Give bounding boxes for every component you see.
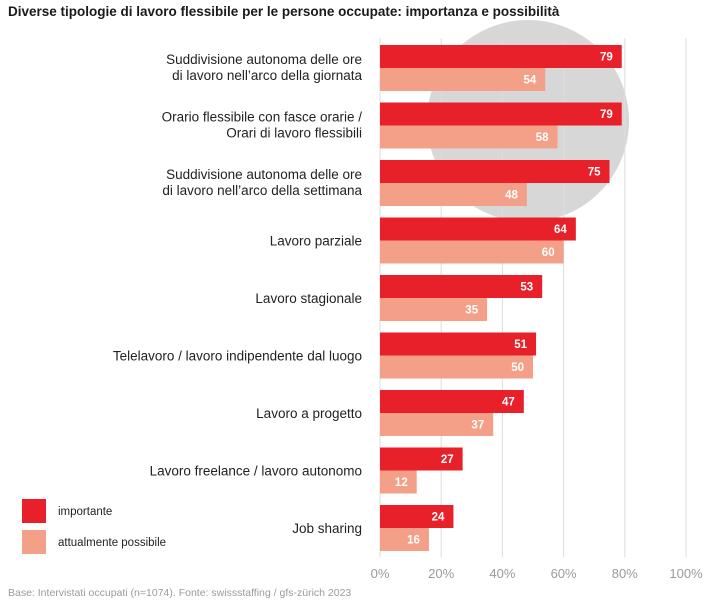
bar <box>380 160 610 183</box>
bar <box>380 447 463 471</box>
category-labels: Suddivisione autonoma delle ore di lavoro… <box>113 52 363 536</box>
legend: importante attualmente possibile <box>22 499 166 554</box>
bar-value-label: 37 <box>471 420 484 432</box>
bar <box>380 332 537 356</box>
bar-value-label: 64 <box>554 224 567 236</box>
bar <box>380 102 622 126</box>
category-label: Suddivisione autonoma delle ore di lavoro… <box>166 52 362 83</box>
x-tick-label: 0% <box>371 566 390 581</box>
bar-value-label: 58 <box>536 132 549 144</box>
source-note: Base: Intervistati occupati (n=1074). Fo… <box>8 587 351 599</box>
category-label: Suddivisione autonoma delle ore di lavoro… <box>162 167 362 198</box>
category-label: Lavoro a progetto <box>256 406 362 421</box>
bar <box>380 505 454 528</box>
bar-value-label: 53 <box>520 282 533 294</box>
legend-swatch-importante <box>22 499 46 523</box>
category-label: Lavoro parziale <box>270 234 362 249</box>
chart-title: Diverse tipologie di lavoro flessibile p… <box>8 4 560 19</box>
bar <box>380 528 429 551</box>
legend-label-attualmente-possibile: attualmente possibile <box>58 537 166 549</box>
bar-value-label: 24 <box>432 512 445 524</box>
bar-value-label: 16 <box>407 535 420 547</box>
legend-label-importante: importante <box>58 506 112 518</box>
bar-value-label: 79 <box>600 52 613 64</box>
category-label: Orario flessibile con fasce orarie / Orar… <box>162 110 363 141</box>
bar-value-label: 35 <box>465 305 478 317</box>
bar-value-label: 47 <box>502 397 515 409</box>
category-label: Lavoro stagionale <box>255 291 362 306</box>
category-label: Lavoro freelance / lavoro autonomo <box>150 464 362 479</box>
x-tick-label: 40% <box>489 566 515 581</box>
bar <box>380 470 417 494</box>
bar-value-label: 51 <box>514 339 527 351</box>
x-axis-ticks: 0% 20% 40% 60% 80% 100% <box>371 566 703 581</box>
bar <box>380 125 558 149</box>
bar <box>380 355 533 379</box>
bar-value-label: 12 <box>395 477 408 489</box>
x-tick-label: 100% <box>669 566 703 581</box>
bar-value-label: 48 <box>505 190 518 202</box>
bar <box>380 390 524 413</box>
category-label: Telelavoro / lavoro indipendente dal luo… <box>113 349 362 364</box>
bar-value-label: 50 <box>511 362 524 374</box>
x-tick-label: 80% <box>612 566 638 581</box>
legend-swatch-attualmente-possibile <box>22 530 46 554</box>
bar <box>380 217 576 241</box>
bar <box>380 413 494 436</box>
bar <box>380 298 488 321</box>
bar-value-label: 54 <box>523 75 536 87</box>
bar-value-label: 60 <box>542 247 555 259</box>
bar <box>380 45 622 68</box>
bar-value-label: 75 <box>588 167 601 179</box>
bar <box>380 68 546 91</box>
x-tick-label: 60% <box>551 566 577 581</box>
bar <box>380 183 527 206</box>
bar <box>380 275 543 298</box>
category-label: Job sharing <box>292 521 362 536</box>
bar-value-label: 79 <box>600 109 613 121</box>
bars: 79 54 79 58 75 48 64 60 53 35 51 50 47 37 27 12 24 16 <box>380 45 622 551</box>
bar <box>380 240 564 264</box>
bar-value-label: 27 <box>441 454 454 466</box>
x-tick-label: 20% <box>428 566 454 581</box>
